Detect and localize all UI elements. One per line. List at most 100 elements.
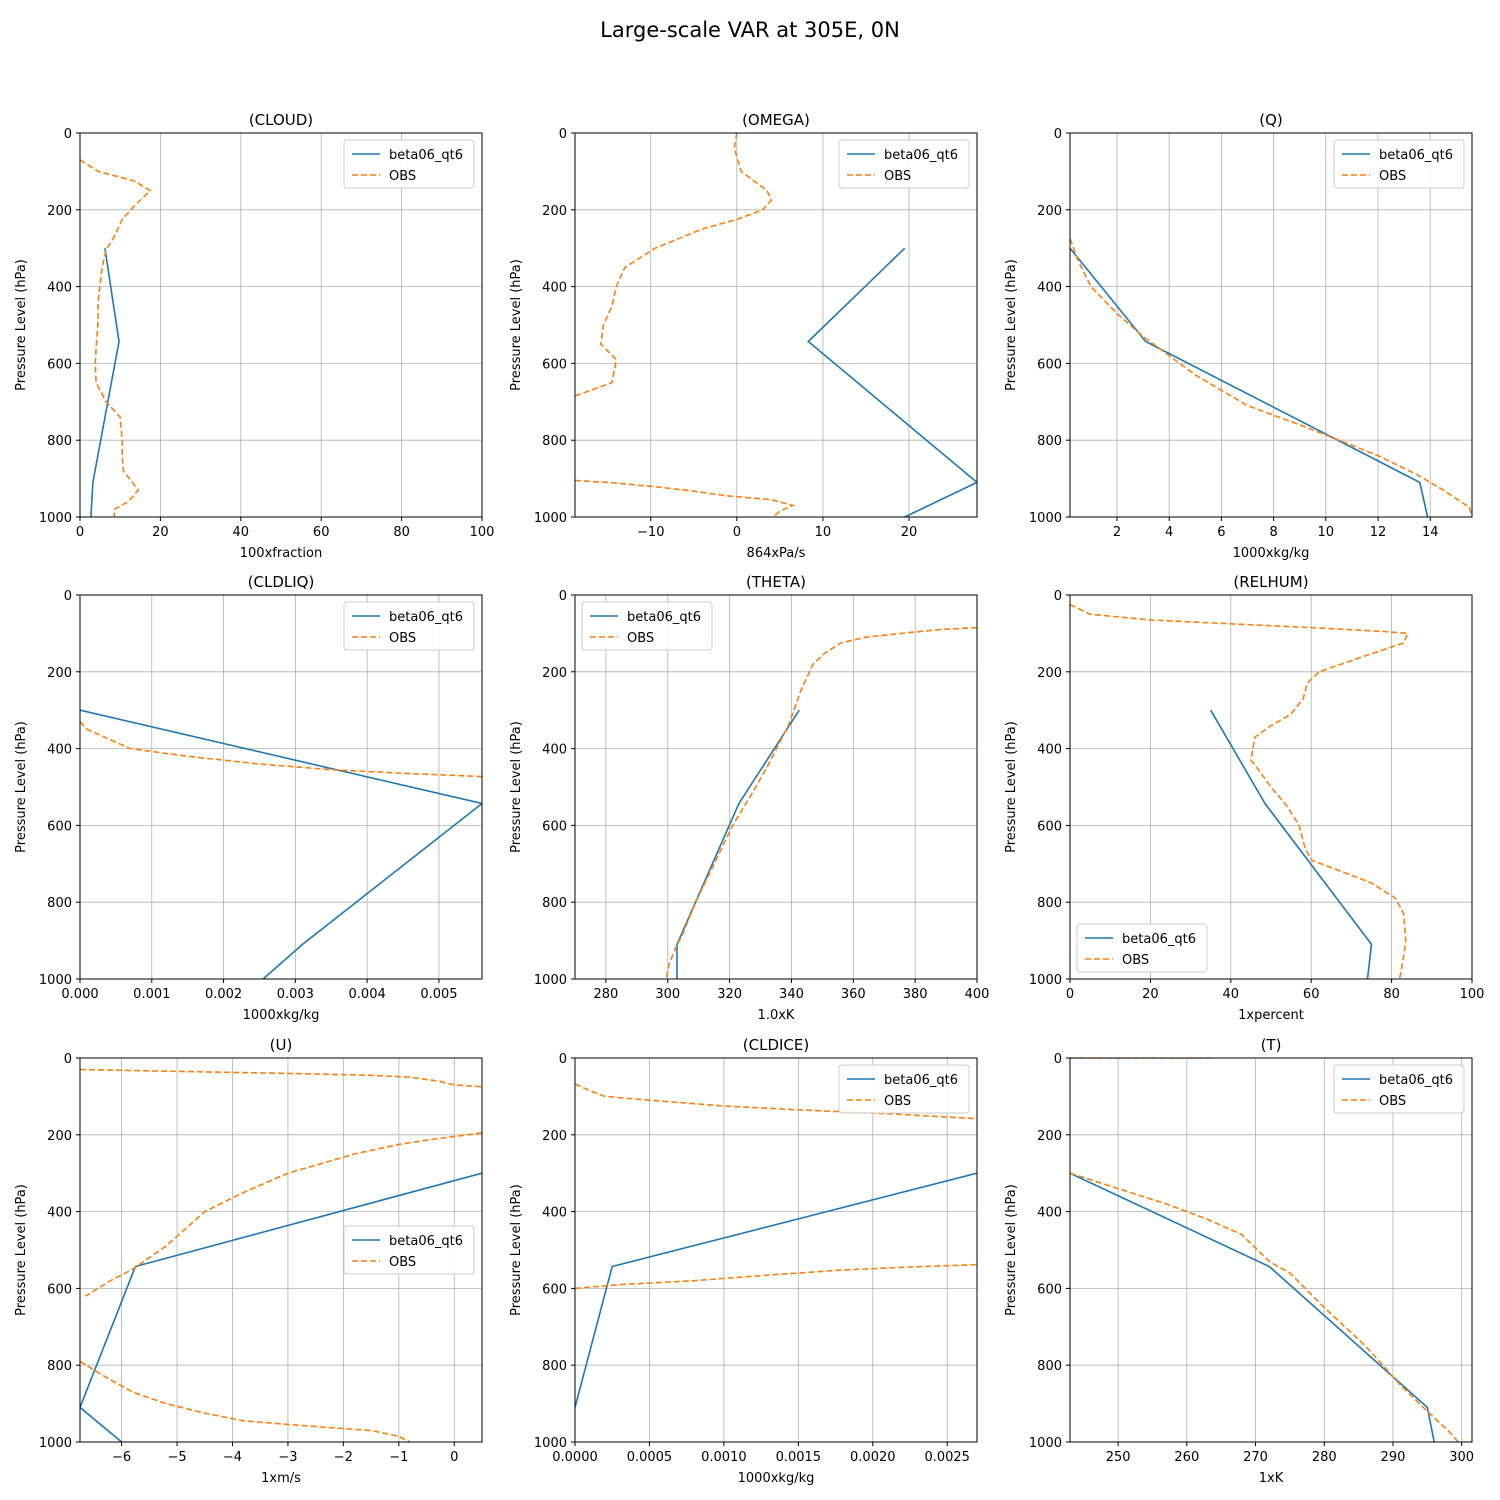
subplot-1: 0 20 40 60 80 10002004006008001000(CLOUD)100x… bbox=[14, 111, 494, 561]
plot-frame bbox=[574, 594, 978, 980]
legend-label: OBS bbox=[389, 631, 416, 646]
legend: beta06_qt6 OBS bbox=[1333, 139, 1465, 189]
legend-label: beta06_qt6 bbox=[1379, 1073, 1453, 1088]
x-tick-label: −3 bbox=[278, 1450, 297, 1465]
x-tick-label: 20 bbox=[152, 525, 169, 540]
legend-box bbox=[1333, 1064, 1465, 1114]
y-tick-label: 800 bbox=[47, 1359, 72, 1374]
y-axis-label: Pressure Level (hPa) bbox=[1004, 259, 1019, 391]
plot-frame bbox=[574, 1057, 978, 1443]
x-tick-label: −6 bbox=[112, 1450, 131, 1465]
legend: beta06_qt6 OBS bbox=[581, 601, 713, 651]
plot-frame bbox=[79, 594, 483, 980]
y-tick-label: 800 bbox=[1037, 896, 1062, 911]
y-axis-label: Pressure Level (hPa) bbox=[1004, 721, 1019, 853]
series-line-beta06_qt6 bbox=[90, 248, 120, 517]
legend-label: beta06_qt6 bbox=[1122, 932, 1196, 947]
x-axis-label: 1000xkg/kg bbox=[1233, 546, 1310, 561]
y-tick-label: 200 bbox=[1037, 666, 1062, 681]
x-tick-label: 20 bbox=[1142, 987, 1159, 1002]
x-tick-label: 0.0025 bbox=[924, 1450, 970, 1465]
y-tick-label: 0 bbox=[1054, 1052, 1062, 1067]
legend-box bbox=[1333, 139, 1465, 189]
y-tick-label: 600 bbox=[1037, 357, 1062, 372]
x-axis-label: 1xpercent bbox=[1238, 1008, 1304, 1023]
legend: beta06_qt6 OBS bbox=[838, 139, 970, 189]
x-axis-label: 864xPa/s bbox=[747, 546, 806, 561]
y-tick-label: 0 bbox=[1054, 127, 1062, 142]
x-tick-label: 400 bbox=[965, 987, 990, 1002]
series-line-beta06_qt6 bbox=[1210, 709, 1373, 979]
y-axis-label: Pressure Level (hPa) bbox=[14, 259, 29, 391]
y-tick-label: 400 bbox=[47, 743, 72, 758]
y-axis-label: Pressure Level (hPa) bbox=[509, 1184, 524, 1316]
legend: beta06_qt6 OBS bbox=[1076, 923, 1208, 973]
x-tick-label: 20 bbox=[901, 525, 918, 540]
y-tick-label: 800 bbox=[542, 1359, 567, 1374]
plot-frame bbox=[79, 132, 483, 518]
legend-box bbox=[343, 139, 475, 189]
y-tick-label: 0 bbox=[64, 589, 72, 604]
x-tick-label: 360 bbox=[841, 987, 866, 1002]
subplot-title: (T) bbox=[1261, 1036, 1282, 1054]
legend-label: beta06_qt6 bbox=[1379, 148, 1453, 163]
subplot-6: 0 20 40 60 80 10002004006008001000(RELHUM)1xp… bbox=[1004, 573, 1484, 1023]
y-tick-label: 200 bbox=[47, 204, 72, 219]
y-tick-label: 1000 bbox=[534, 511, 567, 526]
legend-label: OBS bbox=[1379, 1094, 1406, 1109]
series-line-OBS bbox=[665, 626, 977, 979]
legend-label: OBS bbox=[884, 1094, 911, 1109]
x-axis-label: 1000xkg/kg bbox=[243, 1008, 320, 1023]
y-axis-label: Pressure Level (hPa) bbox=[14, 1184, 29, 1316]
legend-label: OBS bbox=[627, 631, 654, 646]
x-axis-label: 1000xkg/kg bbox=[738, 1471, 815, 1486]
series-line-continued bbox=[1070, 1172, 1459, 1442]
x-axis-label: 1xK bbox=[1259, 1471, 1284, 1486]
x-tick-label: 6 bbox=[1217, 525, 1225, 540]
x-tick-label: 270 bbox=[1243, 1450, 1268, 1465]
x-tick-label: −10 bbox=[637, 525, 664, 540]
y-tick-label: 1000 bbox=[39, 1436, 72, 1451]
subplot-title: (CLDICE) bbox=[743, 1036, 809, 1054]
subplot-title: (CLDLIQ) bbox=[248, 573, 315, 591]
y-tick-label: 600 bbox=[542, 1282, 567, 1297]
legend: beta06_qt6 OBS bbox=[838, 1064, 970, 1114]
x-tick-label: 0 bbox=[76, 525, 84, 540]
y-axis-label: Pressure Level (hPa) bbox=[1004, 1184, 1019, 1316]
x-tick-label: 0.002 bbox=[205, 987, 242, 1002]
series-line-beta06_qt6 bbox=[676, 709, 800, 979]
plot-frame bbox=[1069, 1057, 1473, 1443]
x-tick-label: 260 bbox=[1174, 1450, 1199, 1465]
x-tick-label: −2 bbox=[334, 1450, 353, 1465]
x-tick-label: 80 bbox=[1383, 987, 1400, 1002]
y-tick-label: 0 bbox=[559, 127, 567, 142]
legend-label: OBS bbox=[389, 169, 416, 184]
y-tick-label: 400 bbox=[1037, 1206, 1062, 1221]
x-tick-label: 0.000 bbox=[61, 987, 98, 1002]
subplot-title: (U) bbox=[270, 1036, 293, 1054]
series-line-continued bbox=[575, 479, 796, 517]
x-tick-label: 80 bbox=[393, 525, 410, 540]
y-tick-label: 200 bbox=[47, 666, 72, 681]
legend-label: beta06_qt6 bbox=[884, 1073, 958, 1088]
subplot-7: −6 −5 −4 −3 −2 −1 0 0 200 400 600 800 1000 (U) 1xm/s Pr… bbox=[14, 1036, 483, 1486]
x-tick-label: 4 bbox=[1165, 525, 1173, 540]
x-tick-label: 10 bbox=[815, 525, 832, 540]
x-tick-label: −1 bbox=[389, 1450, 408, 1465]
x-tick-label: 60 bbox=[1303, 987, 1320, 1002]
y-tick-label: 600 bbox=[542, 819, 567, 834]
x-tick-label: 300 bbox=[655, 987, 680, 1002]
x-tick-label: 280 bbox=[594, 987, 619, 1002]
figure-title: Large-scale VAR at 305E, 0N bbox=[600, 18, 900, 42]
subplot-title: (OMEGA) bbox=[742, 111, 810, 129]
y-tick-label: 0 bbox=[559, 589, 567, 604]
y-tick-label: 800 bbox=[542, 434, 567, 449]
legend: beta06_qt6 OBS bbox=[343, 601, 475, 651]
y-tick-label: 200 bbox=[1037, 204, 1062, 219]
subplot-grid: 0 20 40 60 80 10002004006008001000(CLOUD)100x… bbox=[14, 111, 1484, 1486]
plot-frame bbox=[574, 132, 978, 518]
series-line-continued bbox=[80, 1360, 411, 1442]
legend-box bbox=[581, 601, 713, 651]
y-axis-label: Pressure Level (hPa) bbox=[509, 721, 524, 853]
